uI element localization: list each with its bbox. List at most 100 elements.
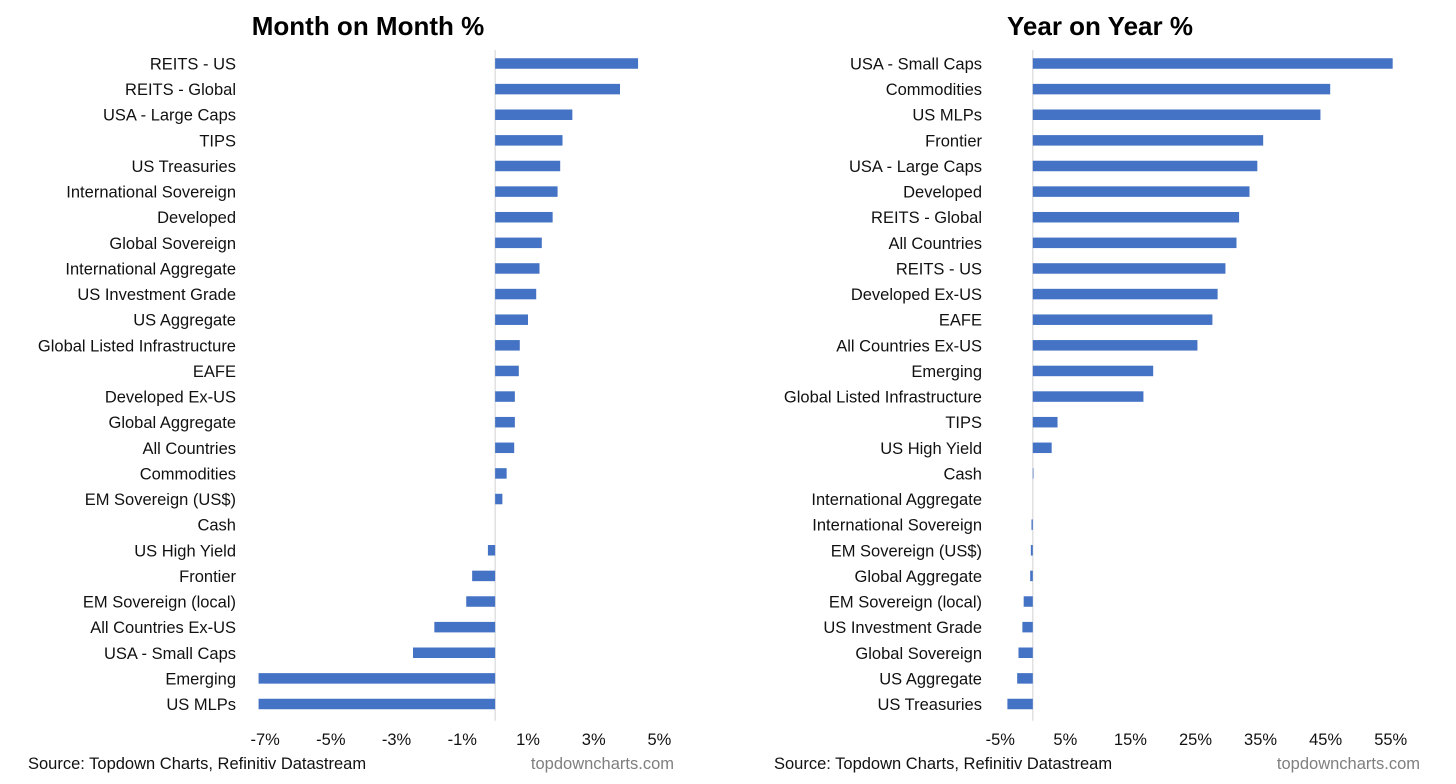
yoy-bar: [1032, 263, 1226, 274]
mom-bar: [413, 647, 496, 659]
mom-category-label: TIPS: [199, 132, 236, 150]
mom-category-label: Global Listed Infrastructure: [38, 337, 236, 355]
yoy-category-label: All Countries Ex-US: [836, 337, 982, 355]
mom-bar: [495, 58, 639, 69]
mom-bar: [495, 211, 553, 223]
mom-category-label: Developed: [157, 209, 236, 227]
mom-bar: [495, 263, 540, 274]
yoy-category-label: EM Sovereign (local): [829, 594, 982, 612]
yoy-category-label: Commodities: [886, 81, 982, 99]
mom-x-tick-label: -5%: [316, 731, 346, 749]
mom-category-label: US Investment Grade: [77, 286, 236, 304]
mom-category-label: US Aggregate: [133, 312, 236, 330]
yoy-x-tick-label: 35%: [1244, 731, 1277, 749]
mom-category-label: US High Yield: [134, 542, 236, 560]
yoy-category-label: US Investment Grade: [823, 619, 982, 637]
yoy-category-label: Developed: [903, 184, 982, 202]
yoy-category-label: REITS - US: [896, 260, 982, 278]
yoy-category-label: Developed Ex-US: [851, 286, 982, 304]
yoy-bar: [1032, 288, 1218, 300]
yoy-category-label: EM Sovereign (US$): [831, 542, 982, 560]
yoy-bar: [1032, 416, 1058, 428]
mom-chart-title: Month on Month %: [252, 11, 484, 41]
yoy-category-label: US High Yield: [880, 440, 982, 458]
mom-x-tick-label: 1%: [516, 731, 540, 749]
yoy-bar: [1032, 58, 1393, 69]
mom-category-label: US Treasuries: [131, 158, 236, 176]
yoy-bar: [1032, 340, 1198, 351]
yoy-category-label: REITS - Global: [871, 209, 982, 227]
yoy-x-tick-label: 55%: [1374, 731, 1407, 749]
mom-category-label: International Sovereign: [66, 184, 236, 202]
chart-month-on-month: Month on Month % REITS - US REITS - Global…: [28, 11, 674, 773]
mom-bar: [258, 673, 496, 684]
mom-category-label: REITS - US: [150, 56, 236, 74]
yoy-category-label: Cash: [943, 465, 982, 483]
yoy-bar: [1032, 135, 1264, 146]
yoy-bar: [1018, 647, 1033, 659]
mom-x-tick-label: -1%: [448, 731, 478, 749]
yoy-category-label: USA - Large Caps: [849, 158, 982, 176]
yoy-bar: [1032, 468, 1034, 479]
yoy-category-label: Frontier: [925, 132, 982, 150]
mom-bar: [495, 83, 620, 95]
mom-category-label: Frontier: [179, 568, 236, 586]
mom-bar: [495, 186, 558, 197]
mom-category-label: US MLPs: [166, 696, 236, 714]
mom-category-label: International Aggregate: [65, 260, 236, 278]
yoy-category-label: Global Listed Infrastructure: [784, 389, 982, 407]
mom-bar: [495, 160, 561, 172]
mom-category-label: Global Sovereign: [109, 235, 236, 253]
mom-category-label: Global Aggregate: [108, 414, 236, 432]
yoy-category-label: Emerging: [911, 363, 982, 381]
yoy-bar: [1032, 365, 1154, 377]
mom-bar: [495, 288, 537, 300]
yoy-category-label: International Sovereign: [812, 517, 982, 535]
yoy-x-tick-label: 15%: [1114, 731, 1147, 749]
yoy-bar: [1031, 519, 1033, 530]
mom-category-label: USA - Large Caps: [103, 107, 236, 125]
yoy-bar: [1030, 545, 1033, 556]
mom-bar: [466, 596, 496, 607]
yoy-category-label: US Aggregate: [879, 670, 982, 688]
yoy-x-tick-label: 45%: [1309, 731, 1342, 749]
mom-category-label: All Countries: [142, 440, 236, 458]
yoy-bar: [1007, 698, 1033, 710]
mom-category-label: All Countries Ex-US: [90, 619, 236, 637]
yoy-x-tick-label: 5%: [1053, 731, 1077, 749]
mom-bar: [472, 570, 496, 582]
chart-year-on-year: Year on Year % USA - Small Caps Commoditie…: [774, 11, 1420, 773]
mom-brand-watermark: topdowncharts.com: [531, 755, 674, 773]
mom-category-label: Emerging: [165, 670, 236, 688]
mom-bar: [495, 340, 520, 351]
yoy-bar: [1032, 83, 1331, 95]
mom-category-label: REITS - Global: [125, 81, 236, 99]
mom-x-tick-label: 3%: [582, 731, 606, 749]
mom-category-label: Developed Ex-US: [105, 389, 236, 407]
yoy-category-label: US MLPs: [912, 107, 982, 125]
yoy-bar: [1032, 314, 1213, 325]
mom-bar: [495, 135, 563, 146]
yoy-category-label: All Countries: [888, 235, 982, 253]
mom-bar: [495, 109, 573, 120]
yoy-category-label: Global Aggregate: [854, 568, 982, 586]
yoy-bar: [1032, 237, 1237, 249]
mom-category-label: Commodities: [140, 465, 236, 483]
yoy-bar: [1030, 570, 1033, 582]
mom-bar: [495, 468, 507, 479]
mom-bar: [495, 493, 503, 505]
yoy-bar: [1032, 160, 1258, 172]
yoy-category-label: EAFE: [939, 312, 982, 330]
yoy-chart-title: Year on Year %: [1007, 11, 1193, 41]
mom-category-label: Cash: [197, 517, 236, 535]
yoy-category-label: International Aggregate: [811, 491, 982, 509]
mom-bar: [434, 621, 496, 633]
mom-bar: [495, 237, 542, 249]
mom-bar: [487, 545, 496, 556]
yoy-source-note: Source: Topdown Charts, Refinitiv Datast…: [774, 755, 1112, 773]
mom-bar: [258, 698, 496, 710]
yoy-x-tick-label: 25%: [1179, 731, 1212, 749]
mom-bar: [495, 314, 528, 325]
yoy-category-label: USA - Small Caps: [850, 56, 982, 74]
